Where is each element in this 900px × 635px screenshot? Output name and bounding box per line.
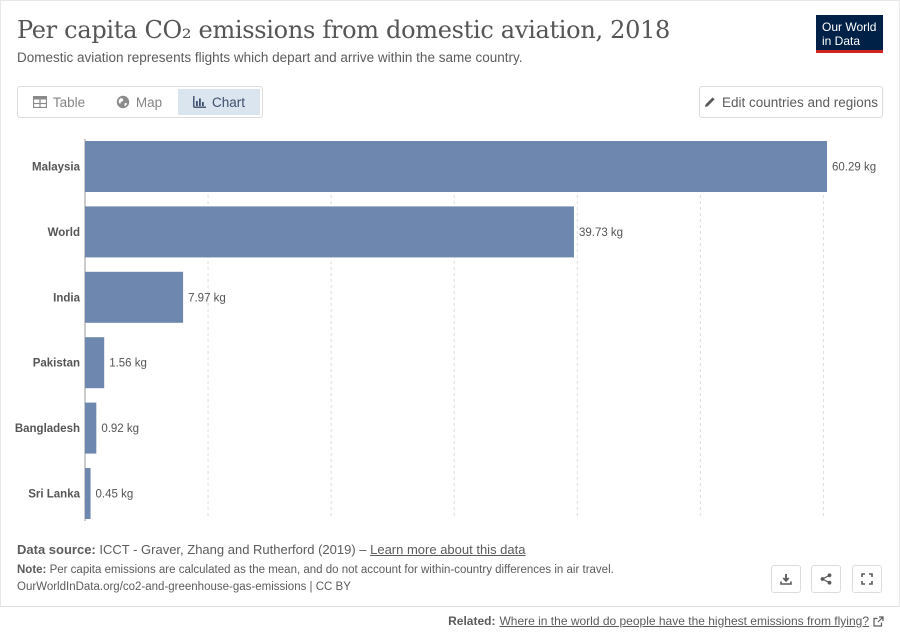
pencil-icon xyxy=(704,97,715,107)
logo-line-2: in Data xyxy=(822,34,861,48)
tab-map-label: Map xyxy=(135,94,163,110)
chart-url[interactable]: OurWorldInData.org/co2-and-greenhouse-ga… xyxy=(17,581,351,593)
value-label: 60.29 kg xyxy=(832,162,876,174)
tab-map[interactable]: Map xyxy=(100,87,178,117)
tab-table[interactable]: Table xyxy=(18,87,100,117)
external-link-icon xyxy=(873,615,884,627)
related-label: Related: xyxy=(448,614,496,628)
globe-icon xyxy=(116,95,130,109)
tab-chart[interactable]: Chart xyxy=(178,89,260,115)
share-button[interactable] xyxy=(811,565,841,593)
data-source-text: ICCT - Graver, Zhang and Rutherford (201… xyxy=(99,542,367,557)
data-source: Data source: ICCT - Graver, Zhang and Ru… xyxy=(17,542,526,557)
category-label: Malaysia xyxy=(32,162,81,174)
bar xyxy=(85,271,184,323)
bar xyxy=(85,141,827,192)
note-text: Per capita emissions are calculated as t… xyxy=(49,564,614,576)
chart-icon xyxy=(193,96,206,108)
edit-countries-label: Edit countries and regions xyxy=(721,94,879,110)
owid-logo[interactable]: Our World in Data xyxy=(816,15,883,53)
value-label: 0.92 kg xyxy=(101,423,139,435)
download-button[interactable] xyxy=(771,565,801,593)
category-label: World xyxy=(48,227,80,239)
view-tabs: Table Map Chart xyxy=(17,86,263,118)
bar xyxy=(85,337,105,389)
expand-icon xyxy=(861,573,873,585)
bar xyxy=(85,206,574,258)
tab-table-label: Table xyxy=(52,94,86,110)
share-icon xyxy=(820,573,832,585)
chart-note: Note: Per capita emissions are calculate… xyxy=(17,564,614,576)
note-label: Note: xyxy=(17,564,47,576)
page-subtitle: Domestic aviation represents flights whi… xyxy=(17,50,523,65)
page-title: Per capita CO₂ emissions from domestic a… xyxy=(17,16,671,44)
value-label: 7.97 kg xyxy=(188,292,226,304)
data-source-label: Data source: xyxy=(17,542,96,557)
value-label: 0.45 kg xyxy=(96,489,134,501)
value-label: 1.56 kg xyxy=(109,358,147,370)
bar xyxy=(85,468,91,519)
category-label: Sri Lanka xyxy=(28,489,80,501)
bar xyxy=(85,402,97,454)
related-link[interactable]: Where in the world do people have the hi… xyxy=(499,614,869,628)
category-label: Pakistan xyxy=(33,358,80,370)
download-icon xyxy=(780,574,792,585)
bar-chart: Malaysia 60.29 kg World 39.73 kg India 7.97 k… xyxy=(15,139,876,521)
related-bar: Related: Where in the world do people ha… xyxy=(0,606,900,635)
edit-countries-button[interactable]: Edit countries and regions xyxy=(699,86,883,118)
category-label: Bangladesh xyxy=(15,423,80,435)
tab-chart-label: Chart xyxy=(211,94,245,110)
value-label: 39.73 kg xyxy=(579,227,623,239)
table-icon xyxy=(32,96,47,108)
learn-more-link[interactable]: Learn more about this data xyxy=(370,542,526,557)
logo-line-1: Our World xyxy=(822,20,877,34)
category-label: India xyxy=(53,292,80,304)
fullscreen-button[interactable] xyxy=(852,565,882,593)
